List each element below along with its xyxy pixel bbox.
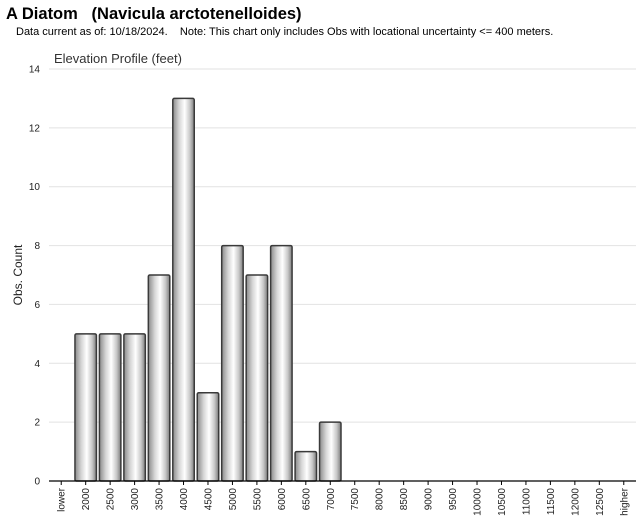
x-tick-label: 3500 [155, 488, 166, 511]
bar-2500 [98, 333, 122, 482]
x-tick-label: 4000 [179, 488, 190, 511]
y-tick-label: 6 [34, 300, 40, 311]
x-tick-label: 6000 [277, 488, 288, 511]
x-tick-label: 7500 [350, 488, 361, 511]
page-title: A Diatom (Navicula arctotenelloides) [6, 5, 302, 23]
bar-5500 [245, 274, 269, 482]
x-tick-label: 2000 [81, 488, 92, 511]
chart-title: Elevation Profile (feet) [54, 51, 182, 66]
x-tick-label: 9000 [424, 488, 435, 511]
x-tick-label: 12500 [595, 488, 606, 516]
x-tick-label: 11500 [546, 488, 557, 516]
y-tick-label: 14 [29, 65, 41, 76]
bar-6500 [294, 450, 318, 482]
x-tick-label: lower [57, 487, 68, 512]
x-tick-label: 11000 [521, 488, 532, 516]
y-tick-label: 2 [34, 418, 40, 429]
x-tick-label: 7000 [326, 488, 337, 511]
y-tick-label: 0 [34, 477, 40, 488]
y-axis-label: Obs. Count [11, 244, 25, 305]
y-tick-label: 4 [34, 359, 40, 370]
bar-5000 [220, 244, 244, 482]
bar-6000 [269, 244, 293, 482]
bar-4500 [196, 391, 220, 482]
bar-3500 [147, 274, 171, 482]
x-tick-label: 5500 [252, 488, 263, 511]
x-tick-label: 10500 [497, 488, 508, 516]
bar-3000 [123, 333, 147, 482]
y-tick-label: 10 [29, 182, 41, 193]
x-tick-label: 4500 [203, 488, 214, 511]
x-tick-label: 6500 [301, 488, 312, 511]
data-note: Data current as of: 10/18/2024. Note: Th… [16, 26, 554, 38]
x-tick-label: 5000 [228, 488, 239, 511]
bar-2000 [74, 333, 98, 482]
bar-4000 [172, 97, 196, 482]
bar-7000 [318, 421, 342, 482]
x-tick-label: 12000 [570, 488, 581, 516]
x-tick-label: 9500 [448, 488, 459, 511]
y-tick-label: 12 [29, 123, 41, 134]
y-tick-label: 8 [34, 241, 40, 252]
x-tick-label: higher [619, 487, 630, 515]
x-tick-label: 8500 [399, 488, 410, 511]
x-tick-label: 8000 [375, 488, 386, 511]
x-tick-label: 10000 [473, 488, 484, 516]
x-tick-label: 3000 [130, 488, 141, 511]
x-tick-label: 2500 [106, 488, 117, 511]
